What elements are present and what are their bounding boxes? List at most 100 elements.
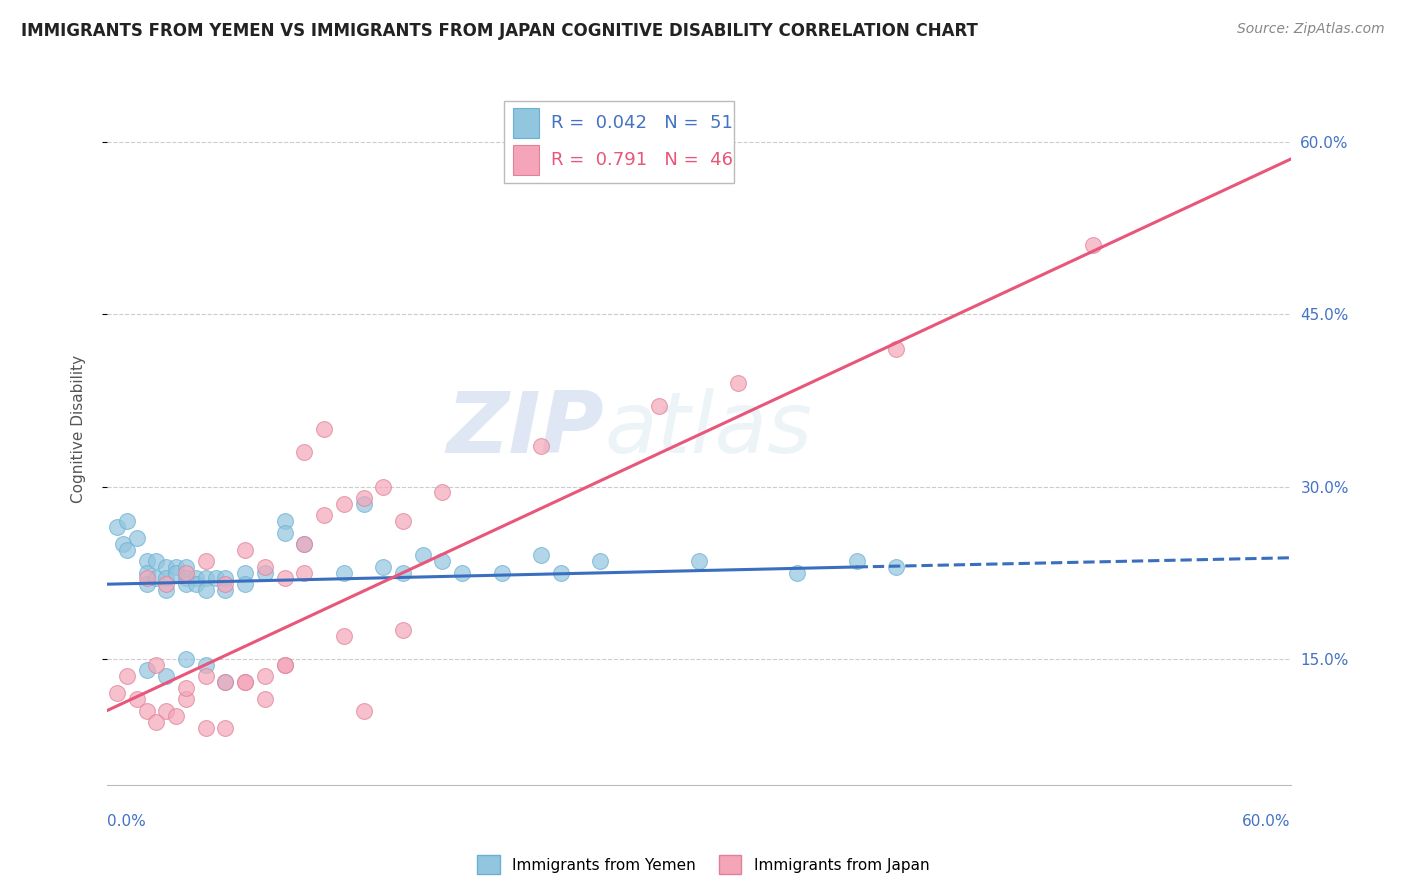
Point [589, 554, 612, 568]
Point [392, 623, 415, 637]
Point [233, 566, 256, 580]
Point [214, 577, 236, 591]
Point [253, 560, 276, 574]
Point [333, 629, 356, 643]
Legend: Immigrants from Yemen, Immigrants from Japan: Immigrants from Yemen, Immigrants from J… [471, 849, 935, 880]
Point [145, 554, 167, 568]
Point [194, 554, 217, 568]
Point [145, 657, 167, 672]
Point [312, 422, 335, 436]
Point [135, 566, 157, 580]
Point [165, 560, 187, 574]
Point [214, 571, 236, 585]
Point [145, 571, 167, 585]
Point [353, 704, 375, 718]
Point [214, 674, 236, 689]
Point [432, 485, 454, 500]
Point [432, 554, 454, 568]
Point [105, 520, 128, 534]
Point [125, 531, 148, 545]
Point [273, 571, 295, 585]
Point [194, 571, 217, 585]
Point [353, 497, 375, 511]
Point [688, 554, 710, 568]
Point [273, 514, 295, 528]
Point [155, 669, 177, 683]
Point [786, 566, 808, 580]
Point [194, 669, 217, 683]
Point [135, 554, 157, 568]
Point [530, 549, 553, 563]
Point [292, 537, 315, 551]
Point [648, 399, 671, 413]
Point [1083, 238, 1105, 252]
Point [233, 674, 256, 689]
Point [184, 571, 207, 585]
Point [174, 577, 197, 591]
Point [392, 566, 415, 580]
Point [373, 560, 395, 574]
Point [135, 571, 157, 585]
Text: 0.0%: 0.0% [107, 814, 146, 829]
Point [845, 554, 868, 568]
Point [233, 674, 256, 689]
Point [135, 664, 157, 678]
Point [550, 566, 572, 580]
Point [115, 542, 138, 557]
Point [373, 479, 395, 493]
Point [174, 681, 197, 695]
Point [530, 439, 553, 453]
Point [135, 577, 157, 591]
Point [214, 674, 236, 689]
Point [174, 571, 197, 585]
Point [273, 525, 295, 540]
Point [184, 577, 207, 591]
Point [333, 497, 356, 511]
Point [155, 704, 177, 718]
Point [145, 714, 167, 729]
Point [174, 692, 197, 706]
Point [125, 692, 148, 706]
Point [253, 566, 276, 580]
Text: IMMIGRANTS FROM YEMEN VS IMMIGRANTS FROM JAPAN COGNITIVE DISABILITY CORRELATION : IMMIGRANTS FROM YEMEN VS IMMIGRANTS FROM… [21, 22, 979, 40]
Point [174, 560, 197, 574]
Point [194, 721, 217, 735]
Point [155, 571, 177, 585]
Text: R =  0.791   N =  46: R = 0.791 N = 46 [551, 152, 733, 169]
Point [174, 566, 197, 580]
Point [115, 669, 138, 683]
Point [214, 582, 236, 597]
Point [165, 709, 187, 723]
FancyBboxPatch shape [503, 102, 734, 184]
Point [253, 692, 276, 706]
Point [155, 560, 177, 574]
Point [155, 582, 177, 597]
Point [194, 657, 217, 672]
FancyBboxPatch shape [513, 108, 538, 137]
Point [204, 571, 226, 585]
Text: ZIP: ZIP [447, 388, 605, 471]
Point [884, 560, 907, 574]
Point [312, 508, 335, 523]
Point [194, 582, 217, 597]
Text: atlas: atlas [605, 388, 813, 471]
Point [165, 566, 187, 580]
Text: R =  0.042   N =  51: R = 0.042 N = 51 [551, 113, 733, 131]
Point [233, 542, 256, 557]
Point [135, 704, 157, 718]
Point [727, 376, 749, 391]
Point [273, 657, 295, 672]
Point [412, 549, 434, 563]
Point [214, 721, 236, 735]
Point [491, 566, 513, 580]
Point [353, 491, 375, 505]
FancyBboxPatch shape [513, 145, 538, 175]
Point [174, 652, 197, 666]
Point [155, 577, 177, 591]
Point [333, 566, 356, 580]
Y-axis label: Cognitive Disability: Cognitive Disability [72, 355, 86, 503]
Point [111, 537, 134, 551]
Text: 60.0%: 60.0% [1241, 814, 1291, 829]
Point [292, 566, 315, 580]
Point [292, 537, 315, 551]
